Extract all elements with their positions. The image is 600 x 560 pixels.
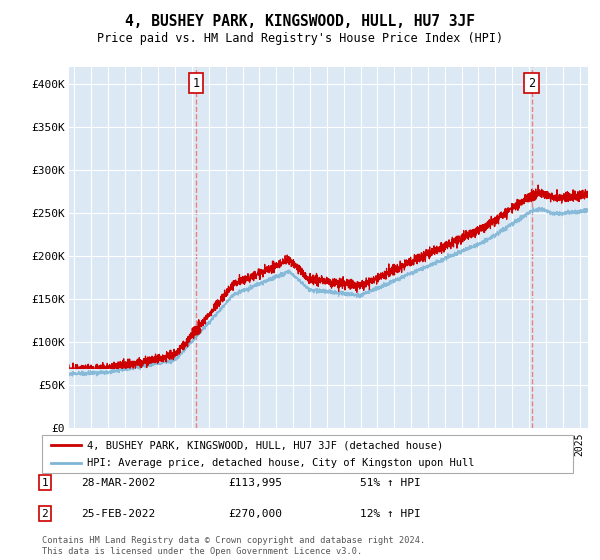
Text: HPI: Average price, detached house, City of Kingston upon Hull: HPI: Average price, detached house, City… xyxy=(87,458,475,468)
Text: 1: 1 xyxy=(41,478,49,488)
Text: 4, BUSHEY PARK, KINGSWOOD, HULL, HU7 3JF: 4, BUSHEY PARK, KINGSWOOD, HULL, HU7 3JF xyxy=(125,14,475,29)
Text: 28-MAR-2002: 28-MAR-2002 xyxy=(81,478,155,488)
Text: 2: 2 xyxy=(528,77,535,90)
Text: 4, BUSHEY PARK, KINGSWOOD, HULL, HU7 3JF (detached house): 4, BUSHEY PARK, KINGSWOOD, HULL, HU7 3JF… xyxy=(87,440,443,450)
Text: 2: 2 xyxy=(41,508,49,519)
Text: 1: 1 xyxy=(193,77,199,90)
Text: Contains HM Land Registry data © Crown copyright and database right 2024.
This d: Contains HM Land Registry data © Crown c… xyxy=(42,536,425,556)
Text: 12% ↑ HPI: 12% ↑ HPI xyxy=(360,508,421,519)
Text: Price paid vs. HM Land Registry's House Price Index (HPI): Price paid vs. HM Land Registry's House … xyxy=(97,32,503,45)
Text: £113,995: £113,995 xyxy=(228,478,282,488)
Text: 25-FEB-2022: 25-FEB-2022 xyxy=(81,508,155,519)
Text: £270,000: £270,000 xyxy=(228,508,282,519)
Text: 51% ↑ HPI: 51% ↑ HPI xyxy=(360,478,421,488)
